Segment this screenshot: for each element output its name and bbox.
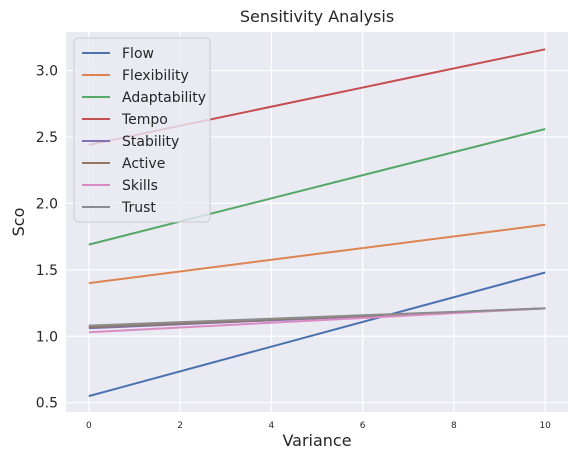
x-tick-label: 6 [360, 421, 366, 431]
legend: Flow Flexibility Adaptability Tempo Stabilit… [73, 37, 211, 223]
legend-label: Flexibility [122, 68, 189, 84]
y-tick-label: 3.0 [36, 64, 58, 80]
legend-label: Flow [122, 46, 154, 62]
series-line-flow [88, 271, 546, 398]
x-tick-label: 8 [451, 421, 457, 431]
legend-label: Adaptability [122, 90, 206, 106]
legend-label: Skills [122, 178, 158, 194]
x-axis-label: Variance [282, 431, 351, 450]
y-tick-label: 2.5 [36, 130, 58, 146]
y-axis-ticks: 0.5 1.0 1.5 2.0 2.5 3.0 [36, 64, 58, 412]
x-tick-label: 2 [177, 421, 183, 431]
legend-box [73, 37, 211, 223]
x-tick-label: 0 [86, 421, 92, 431]
legend-label: Active [122, 156, 165, 172]
y-tick-label: 2.0 [36, 196, 58, 212]
x-tick-label: 4 [268, 421, 274, 431]
legend-label: Trust [121, 200, 156, 216]
legend-label: Stability [122, 134, 179, 150]
series-line-trust [88, 307, 546, 327]
x-tick-label: 10 [539, 421, 551, 431]
y-axis-label: Sco [9, 208, 28, 237]
series-line-flexibility [88, 223, 546, 285]
legend-label: Tempo [121, 112, 168, 128]
y-tick-label: 1.5 [36, 263, 58, 279]
x-axis-ticks: 0 2 4 6 8 10 [86, 421, 551, 431]
y-tick-label: 1.0 [36, 329, 58, 345]
chart-title: Sensitivity Analysis [240, 7, 394, 26]
series-line-adaptability [88, 128, 546, 246]
y-tick-label: 0.5 [36, 396, 58, 412]
series-line-skills [88, 307, 546, 334]
